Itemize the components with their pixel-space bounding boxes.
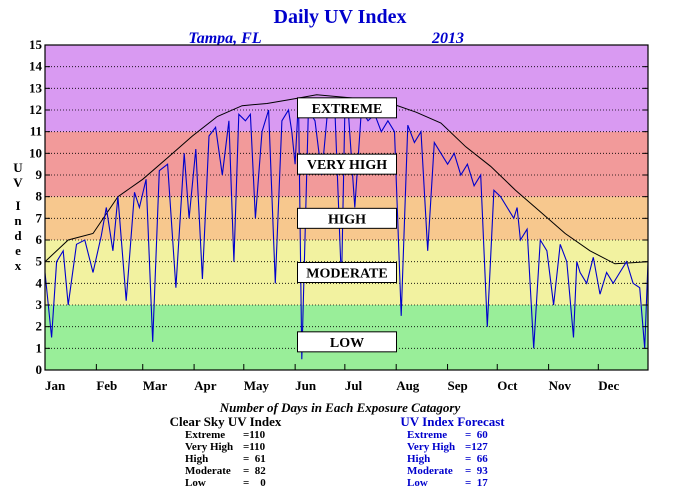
stat-value: = 60: [465, 429, 488, 441]
clear-sky-stats: Clear Sky UV Index Extreme =110 Very High…: [158, 414, 293, 490]
stat-row: Moderate = 82: [185, 465, 293, 477]
stat-value: = 61: [243, 453, 266, 465]
y-axis-label-char: d: [14, 228, 22, 243]
x-tick-label: Jan: [45, 378, 66, 393]
chart-title: Daily UV Index: [274, 6, 407, 28]
clear-sky-uv-line: [44, 94, 649, 265]
y-tick-label: 3: [36, 297, 43, 312]
y-axis-label-char: U: [13, 160, 23, 175]
stat-name: Extreme: [185, 429, 226, 441]
band-label: EXTREME: [312, 102, 383, 117]
stat-value: = 17: [465, 477, 488, 489]
stat-name: Very High: [185, 441, 234, 453]
band-label: HIGH: [328, 212, 366, 227]
y-tick-label: 12: [29, 102, 42, 117]
stat-name: Low: [407, 477, 428, 489]
stat-row: Extreme =110: [185, 429, 293, 441]
x-axis-ticks: Jan Feb Mar Apr May Jun Jul Aug Sep Oct Nov Dec: [44, 364, 619, 393]
clear-sky-stats-header: Clear Sky UV Index: [169, 414, 282, 429]
stat-value: =110: [243, 441, 266, 453]
band-label: LOW: [330, 336, 364, 351]
y-tick-label: 14: [29, 59, 43, 74]
x-tick-label: Sep: [448, 378, 468, 393]
band-label-box: [297, 207, 397, 229]
y-axis-label-char: x: [15, 258, 22, 273]
stat-row: Moderate = 93: [407, 465, 520, 477]
uv-index-chart: Daily UV Index Tampa, FL 2013 LOWMODERAT…: [13, 6, 649, 393]
band-label: VERY HIGH: [307, 158, 387, 173]
y-tick-label: 1: [36, 340, 43, 355]
y-axis-label-char: n: [14, 213, 22, 228]
y-tick-label: 2: [36, 319, 43, 334]
y-axis-label-char: e: [15, 243, 21, 258]
band-label-box: [297, 153, 397, 175]
x-tick-label: Nov: [549, 378, 572, 393]
x-tick-label: Mar: [143, 378, 168, 393]
stat-name: High: [185, 453, 209, 465]
x-tick-label: Dec: [598, 378, 619, 393]
y-tick-label: 7: [36, 210, 43, 225]
y-tick-label: 15: [29, 37, 43, 52]
x-tick-label: May: [244, 378, 270, 393]
stat-value: = 66: [465, 453, 488, 465]
stat-row: Very High =127: [407, 441, 520, 453]
stat-row: Low = 17: [407, 477, 520, 489]
stat-row: High = 61: [185, 453, 293, 465]
stat-name: Very High: [407, 441, 456, 453]
y-tick-label: 6: [36, 232, 43, 247]
x-tick-label: Feb: [96, 378, 117, 393]
stat-value: =110: [243, 429, 266, 441]
stat-row: High = 66: [407, 453, 520, 465]
y-tick-label: 5: [36, 254, 43, 269]
stat-row: Very High =110: [185, 441, 293, 453]
band-label-box: [297, 262, 397, 283]
stat-name: Moderate: [407, 465, 453, 477]
y-tick-label: 13: [29, 80, 43, 95]
stat-name: Low: [185, 477, 206, 489]
y-tick-label: 9: [36, 167, 43, 182]
stat-value: =127: [465, 441, 488, 453]
x-tick-label: Oct: [497, 378, 518, 393]
series-lines: LOW MODERATE HIGH VERY HIGH EXTREME: [44, 94, 649, 360]
x-tick-label: Jun: [295, 378, 317, 393]
days-count-title: Number of Days in Each Exposure Catagory: [219, 400, 461, 415]
stat-row: Extreme = 60: [407, 429, 520, 441]
forecast-stats: UV Index Forecast Extreme = 60 Very High =…: [385, 414, 520, 490]
y-tick-label: 10: [29, 145, 42, 160]
x-tick-label: Jul: [345, 378, 363, 393]
stat-name: Extreme: [407, 429, 448, 441]
forecast-stats-header: UV Index Forecast: [400, 414, 505, 429]
stat-value: = 93: [465, 465, 488, 477]
stat-value: = 0: [243, 477, 266, 489]
stat-name: Moderate: [185, 465, 231, 477]
band-label-box: [297, 331, 397, 353]
y-tick-label: 0: [36, 362, 43, 377]
year-label: 2013: [431, 30, 464, 47]
stat-name: High: [407, 453, 431, 465]
stat-row: Low = 0: [185, 477, 293, 489]
plot-frame: [44, 44, 649, 371]
band-label-box: [297, 97, 397, 119]
exposure-bands: [45, 45, 648, 370]
stat-value: = 82: [243, 465, 266, 477]
y-axis-label-char: V: [13, 175, 23, 190]
y-tick-label: 8: [36, 189, 43, 204]
y-axis-label-char: I: [15, 198, 20, 213]
x-tick-label: Aug: [396, 378, 420, 393]
y-tick-label: 11: [30, 124, 42, 139]
location-label: Tampa, FL: [188, 30, 261, 47]
y-tick-label: 4: [36, 275, 43, 290]
x-tick-label: Apr: [194, 378, 217, 393]
band-label: MODERATE: [306, 267, 387, 282]
